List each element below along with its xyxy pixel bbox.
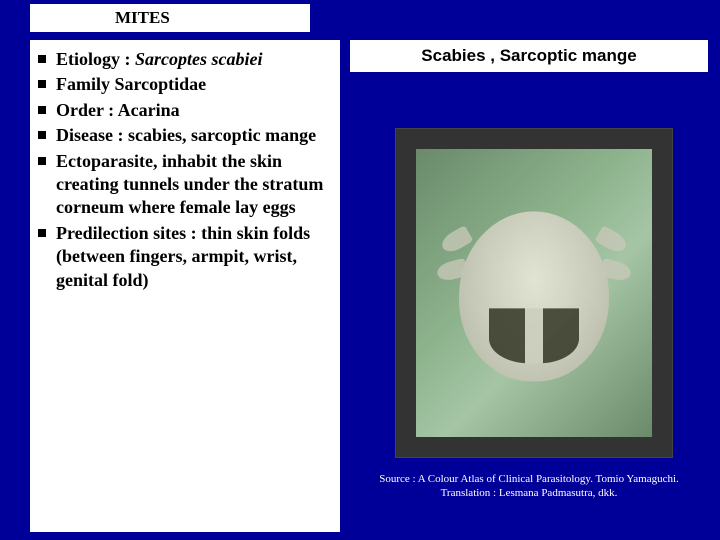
bullet-text: Order : Acarina (56, 100, 180, 120)
bullet-text: Disease : scabies, sarcoptic mange (56, 125, 316, 145)
right-title-text: Scabies , Sarcoptic mange (421, 46, 636, 66)
mite-leg-icon (599, 258, 633, 283)
header-title: MITES (115, 8, 170, 28)
bullet-prefix: Etiology : (56, 49, 135, 69)
bullet-text: Ectoparasite, inhabit the skin creating … (56, 151, 323, 218)
mite-leg-icon (439, 225, 474, 256)
mite-illustration (459, 211, 609, 381)
list-item: Predilection sites : thin skin folds (be… (56, 222, 330, 292)
bullet-list: Etiology : Sarcoptes scabiei Family Sarc… (56, 48, 330, 292)
list-item: Etiology : Sarcoptes scabiei (56, 48, 330, 71)
right-title-bar: Scabies , Sarcoptic mange (350, 40, 708, 72)
mite-dark-patch (489, 308, 579, 363)
list-item: Family Sarcoptidae (56, 73, 330, 96)
list-item: Disease : scabies, sarcoptic mange (56, 124, 330, 147)
source-citation: Source : A Colour Atlas of Clinical Para… (340, 472, 718, 501)
bullet-text: Family Sarcoptidae (56, 74, 206, 94)
bullet-italic: Sarcoptes scabiei (135, 49, 263, 69)
left-content-panel: Etiology : Sarcoptes scabiei Family Sarc… (30, 40, 340, 532)
specimen-image (395, 128, 673, 458)
source-line2: Translation : Lesmana Padmasutra, dkk. (441, 487, 618, 499)
image-background (416, 149, 652, 437)
mite-leg-icon (595, 225, 630, 256)
list-item: Order : Acarina (56, 99, 330, 122)
list-item: Ectoparasite, inhabit the skin creating … (56, 150, 330, 220)
header-bar: MITES (30, 4, 310, 32)
source-line1: Source : A Colour Atlas of Clinical Para… (379, 473, 679, 485)
mite-leg-icon (435, 258, 469, 283)
bullet-text: Predilection sites : thin skin folds (be… (56, 223, 310, 290)
